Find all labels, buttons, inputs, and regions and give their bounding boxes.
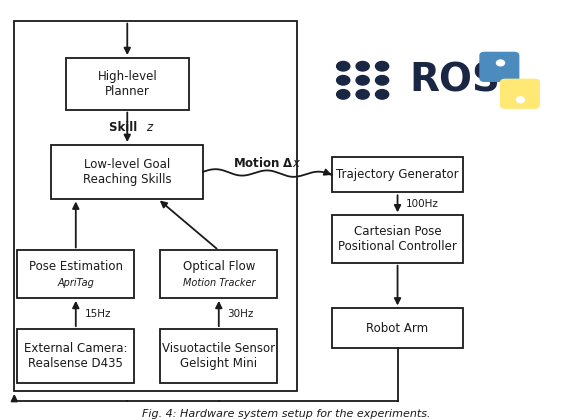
FancyBboxPatch shape — [479, 52, 519, 82]
FancyBboxPatch shape — [500, 79, 540, 109]
Text: 30Hz: 30Hz — [227, 309, 254, 318]
FancyBboxPatch shape — [332, 157, 463, 192]
Text: Trajectory Generator: Trajectory Generator — [336, 168, 459, 181]
Text: 15Hz: 15Hz — [85, 309, 111, 318]
Circle shape — [356, 61, 369, 71]
Text: Fig. 4: Hardware system setup for the experiments.: Fig. 4: Hardware system setup for the ex… — [142, 409, 430, 419]
Text: $z$: $z$ — [146, 121, 154, 134]
FancyBboxPatch shape — [332, 308, 463, 348]
Text: Visuotactile Sensor
Gelsight Mini: Visuotactile Sensor Gelsight Mini — [162, 342, 275, 370]
Text: Motion Tracker: Motion Tracker — [182, 278, 255, 288]
Text: Motion $\mathbf{\Delta}x$: Motion $\mathbf{\Delta}x$ — [233, 156, 301, 170]
Circle shape — [517, 97, 525, 102]
FancyBboxPatch shape — [160, 329, 277, 383]
Text: Optical Flow: Optical Flow — [182, 260, 255, 273]
Circle shape — [336, 89, 349, 99]
Circle shape — [336, 76, 349, 85]
FancyBboxPatch shape — [160, 250, 277, 298]
Circle shape — [356, 89, 369, 99]
Circle shape — [496, 60, 505, 66]
FancyBboxPatch shape — [17, 250, 134, 298]
Circle shape — [375, 76, 388, 85]
Text: 100Hz: 100Hz — [406, 199, 439, 209]
Text: External Camera:
Realsense D435: External Camera: Realsense D435 — [24, 342, 128, 370]
Text: Low-level Goal
Reaching Skills: Low-level Goal Reaching Skills — [83, 158, 172, 186]
Text: Skill: Skill — [109, 121, 141, 134]
Text: Pose Estimation: Pose Estimation — [29, 260, 123, 273]
Text: High-level
Planner: High-level Planner — [97, 70, 157, 98]
Circle shape — [375, 61, 388, 71]
Text: Robot Arm: Robot Arm — [367, 321, 428, 334]
FancyBboxPatch shape — [17, 329, 134, 383]
Circle shape — [356, 76, 369, 85]
Text: ROS: ROS — [409, 61, 500, 99]
Circle shape — [336, 61, 349, 71]
Text: ApriTag: ApriTag — [57, 278, 94, 288]
Circle shape — [375, 89, 388, 99]
FancyBboxPatch shape — [332, 215, 463, 263]
Text: Cartesian Pose
Positional Controller: Cartesian Pose Positional Controller — [338, 225, 457, 253]
FancyBboxPatch shape — [51, 145, 203, 199]
FancyBboxPatch shape — [66, 58, 189, 110]
